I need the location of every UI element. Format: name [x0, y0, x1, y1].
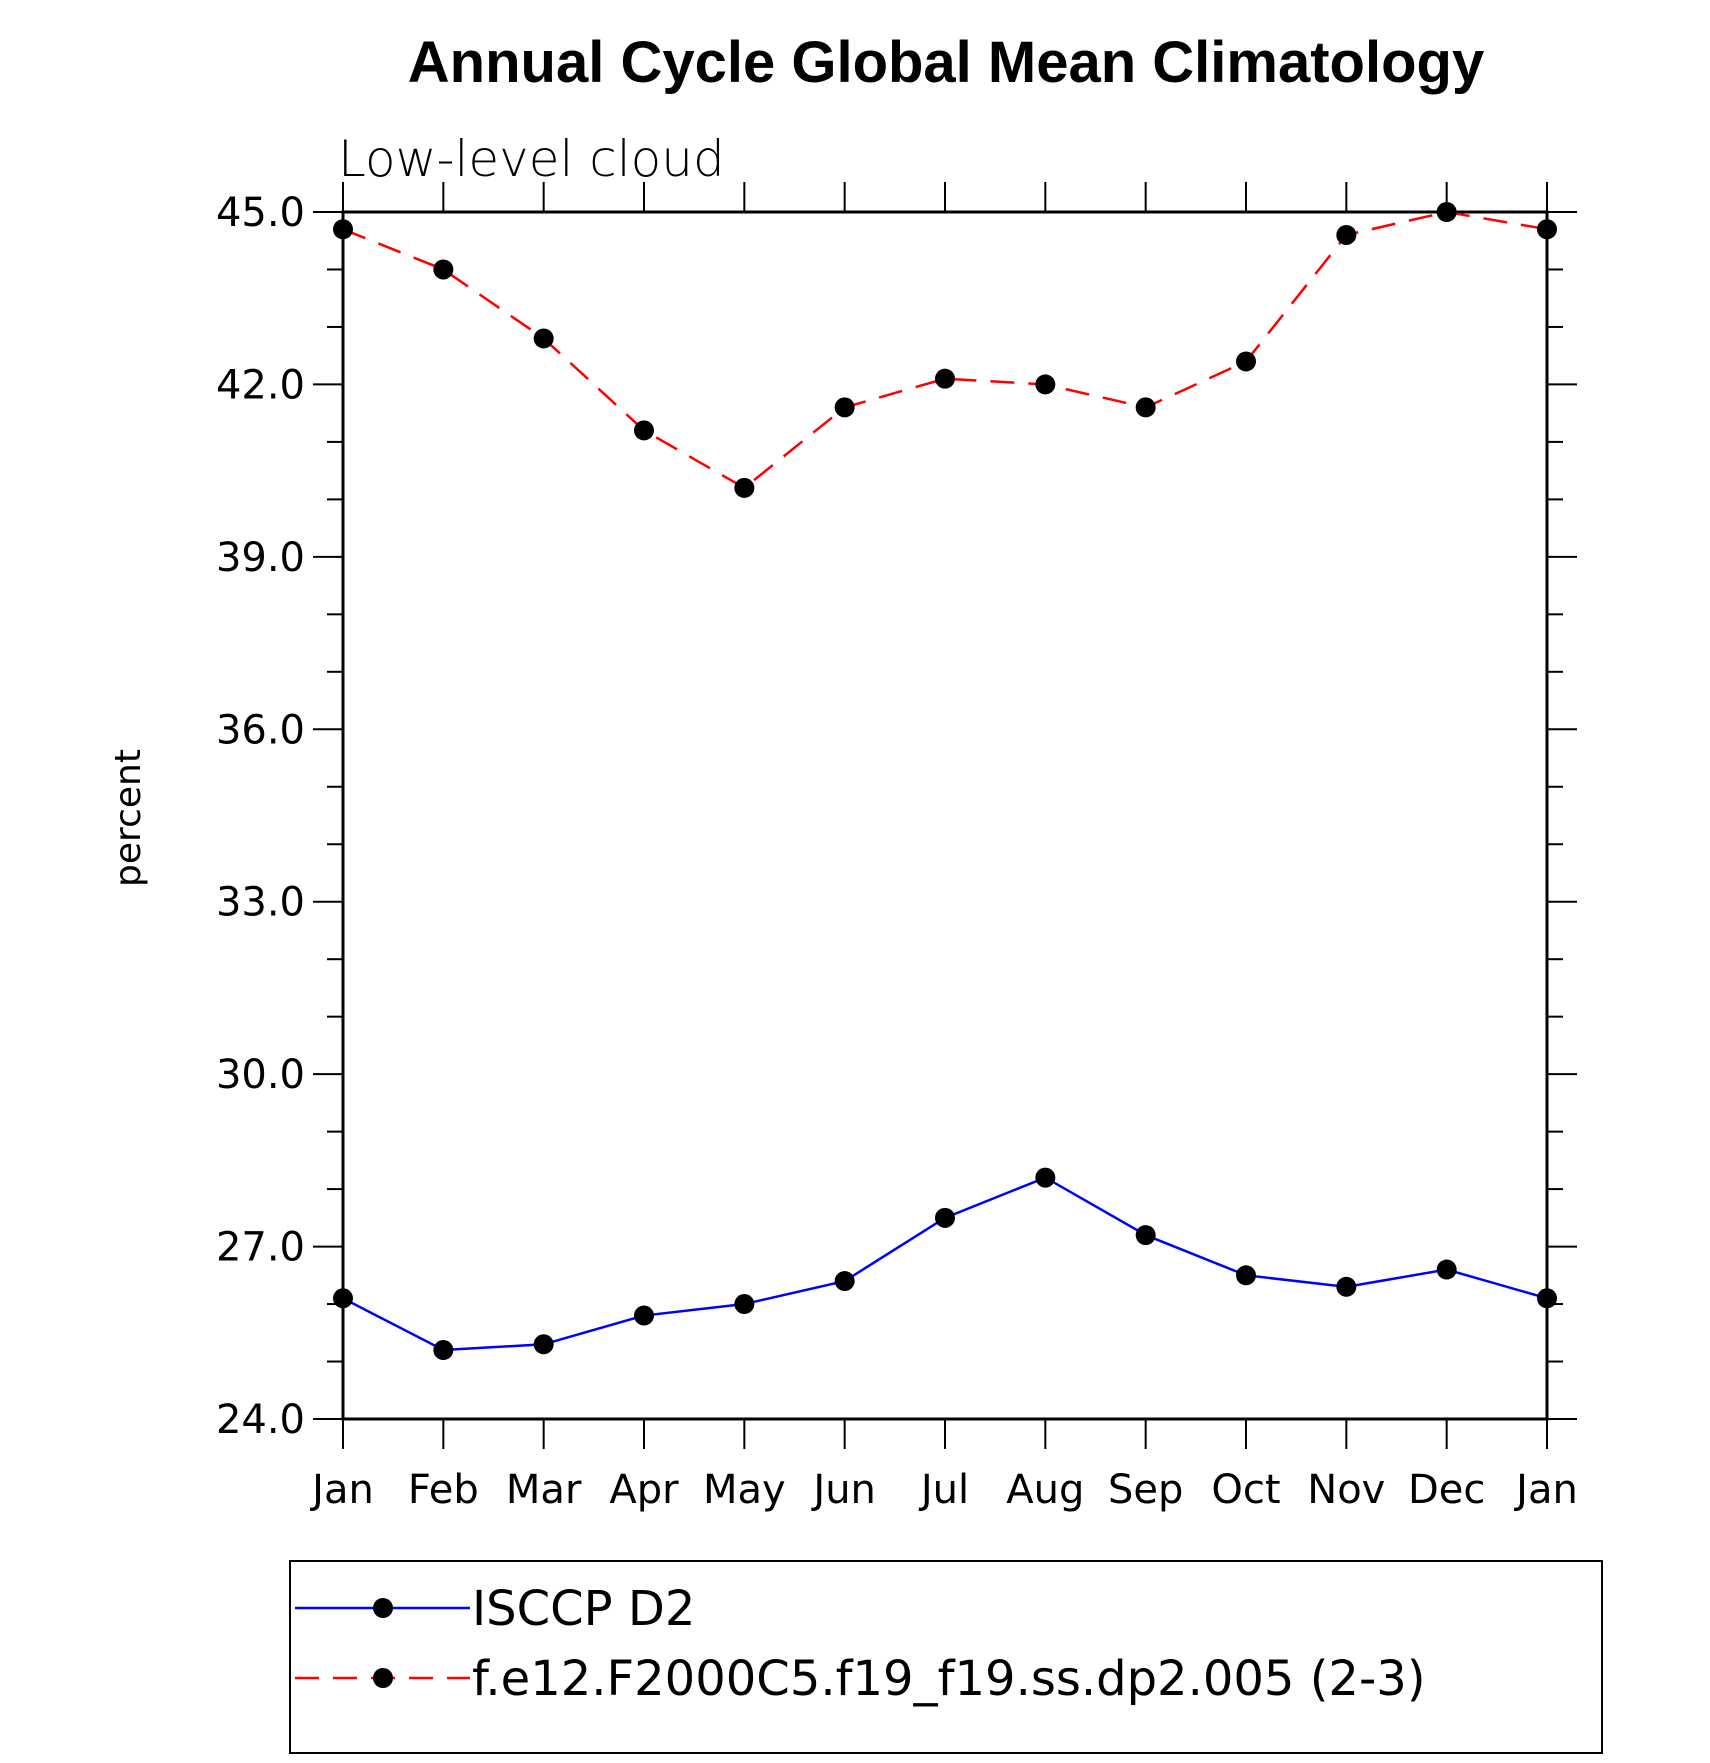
series-1-point: [935, 368, 955, 389]
series-1-point: [834, 397, 855, 418]
x-tick-label: Dec: [1408, 1467, 1485, 1513]
x-tick-label: Aug: [1006, 1467, 1084, 1513]
series-0-point: [433, 1340, 454, 1361]
series-0-point: [734, 1294, 755, 1315]
series-0-point: [1537, 1288, 1557, 1309]
x-axis-ticks: Jan Feb Mar Apr May Jun Jul Aug Sep Oct Nov Dec Jan: [309, 182, 1578, 1513]
series-1-point: [433, 259, 454, 280]
series-0-point: [1236, 1265, 1256, 1286]
x-tick-label: Mar: [506, 1467, 582, 1513]
series-line-0: [342, 1176, 1548, 1352]
plot-frame: [341, 210, 1549, 1421]
series-0-point: [1035, 1167, 1056, 1188]
x-tick-label: Jun: [810, 1467, 876, 1513]
series-1-point: [533, 328, 554, 349]
legend: ISCCP D2 f.e12.F2000C5.f19_f19.ss.dp2.00…: [289, 1560, 1603, 1754]
series-0-point: [1436, 1259, 1457, 1280]
x-tick-label: Nov: [1307, 1467, 1385, 1513]
y-tick-label: 45.0: [216, 190, 305, 236]
series-layer: [333, 202, 1557, 1361]
legend-label-model: f.e12.F2000C5.f19_f19.ss.dp2.005 (2-3): [472, 1651, 1426, 1707]
x-tick-label: Jan: [1513, 1467, 1578, 1513]
y-tick-label: 42.0: [216, 362, 305, 408]
x-tick-label: Sep: [1108, 1467, 1183, 1513]
x-tick-label: Apr: [609, 1467, 679, 1513]
series-1-point: [1135, 397, 1156, 418]
series-1-point: [1537, 219, 1557, 240]
y-tick-label: 27.0: [216, 1225, 305, 1271]
x-tick-label: Oct: [1211, 1467, 1280, 1513]
x-tick-label: May: [703, 1467, 786, 1513]
series-0-point: [333, 1288, 353, 1309]
y-tick-label: 39.0: [216, 535, 305, 581]
series-0-point: [634, 1305, 654, 1326]
series-1-point: [333, 219, 353, 240]
x-tick-label: Feb: [408, 1467, 479, 1513]
x-tick-label: Jan: [309, 1467, 374, 1513]
y-tick-label: 36.0: [216, 707, 305, 753]
series-1-point: [1336, 224, 1357, 245]
series-0-point: [834, 1271, 855, 1292]
legend-box: [289, 1560, 1603, 1754]
y-axis-label: percent: [108, 749, 149, 887]
y-tick-label: 33.0: [216, 880, 305, 926]
chart-title: Annual Cycle Global Mean Climatology: [408, 30, 1484, 95]
y-axis-ticks: 24.0 27.0 30.0 33.0 36.0 39.0 42.0 45.0: [216, 190, 1577, 1443]
series-1-point: [1236, 351, 1256, 372]
series-0-point: [935, 1207, 955, 1228]
series-0-point: [533, 1334, 554, 1355]
series-line-1: [342, 210, 1548, 490]
y-tick-label: 30.0: [216, 1052, 305, 1098]
series-1-point: [634, 420, 654, 441]
series-0-point: [1135, 1225, 1156, 1246]
x-tick-label: Jul: [918, 1467, 969, 1513]
series-0-point: [1336, 1276, 1357, 1297]
series-1-point: [734, 477, 755, 498]
legend-marker-isccp: [373, 1598, 393, 1618]
legend-label-isccp: ISCCP D2: [472, 1581, 695, 1637]
series-1-point: [1035, 374, 1056, 395]
y-tick-label: 24.0: [216, 1397, 305, 1443]
legend-marker-model: [373, 1668, 393, 1688]
chart-subtitle: Low-level cloud: [338, 130, 725, 188]
series-1-point: [1436, 202, 1457, 222]
